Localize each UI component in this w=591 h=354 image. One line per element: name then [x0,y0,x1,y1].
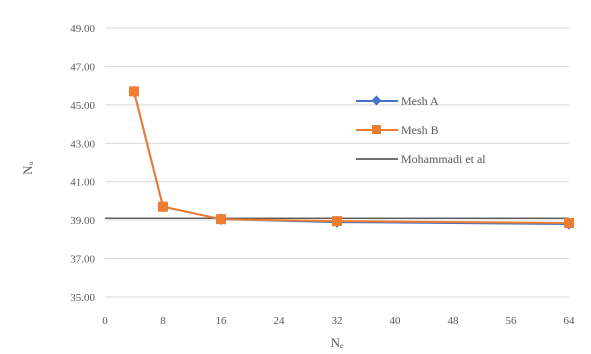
mesh-b-point [129,86,139,97]
y-axis-label: Nᵤ [20,161,35,175]
mesh-a-line [133,91,570,225]
x-tick-label: 48 [448,315,460,327]
legend-mesh-a-label: Mesh A [401,94,439,108]
x-tick-label: 40 [390,315,402,327]
legend-mesh-b-label: Mesh B [401,123,439,137]
y-tick-label: 37.00 [70,254,95,266]
mesh-b-line [133,91,570,225]
y-tick-label: 45.00 [70,100,95,112]
x-axis-label: Nₑ [331,335,344,350]
x-tick-label: 16 [216,315,228,327]
x-tick-label: 56 [506,315,518,327]
x-tick-label: 24 [274,315,286,327]
legend-mesh-b-marker [372,125,381,134]
legend: Mesh A Mesh B Mohammadi et al [356,94,486,166]
mesh-b-point [216,214,226,225]
x-tick-label: 64 [564,315,576,327]
gridlines [105,27,569,298]
x-tick-label: 0 [102,315,108,327]
x-tick-label: 32 [332,315,343,327]
mesh-b-point [332,216,342,227]
y-tick-label: 41.00 [70,177,95,189]
mesh-b-point [158,201,168,212]
legend-mesh-a-marker [371,95,382,106]
y-tick-label: 43.00 [70,138,95,150]
x-tick-label: 8 [160,315,166,327]
x-tick-labels: 0 8 16 24 32 40 48 56 64 [102,315,575,327]
y-tick-labels: 35.00 37.00 39.00 41.00 43.00 45.00 47.00 49.00 [70,23,95,304]
y-tick-label: 39.00 [70,215,95,227]
mesh-b-point [564,218,574,229]
y-tick-label: 49.00 [70,23,95,35]
series-group [128,85,575,230]
legend-mohammadi-label: Mohammadi et al [401,152,486,166]
y-tick-label: 47.00 [70,61,95,73]
y-tick-label: 35.00 [70,292,95,304]
